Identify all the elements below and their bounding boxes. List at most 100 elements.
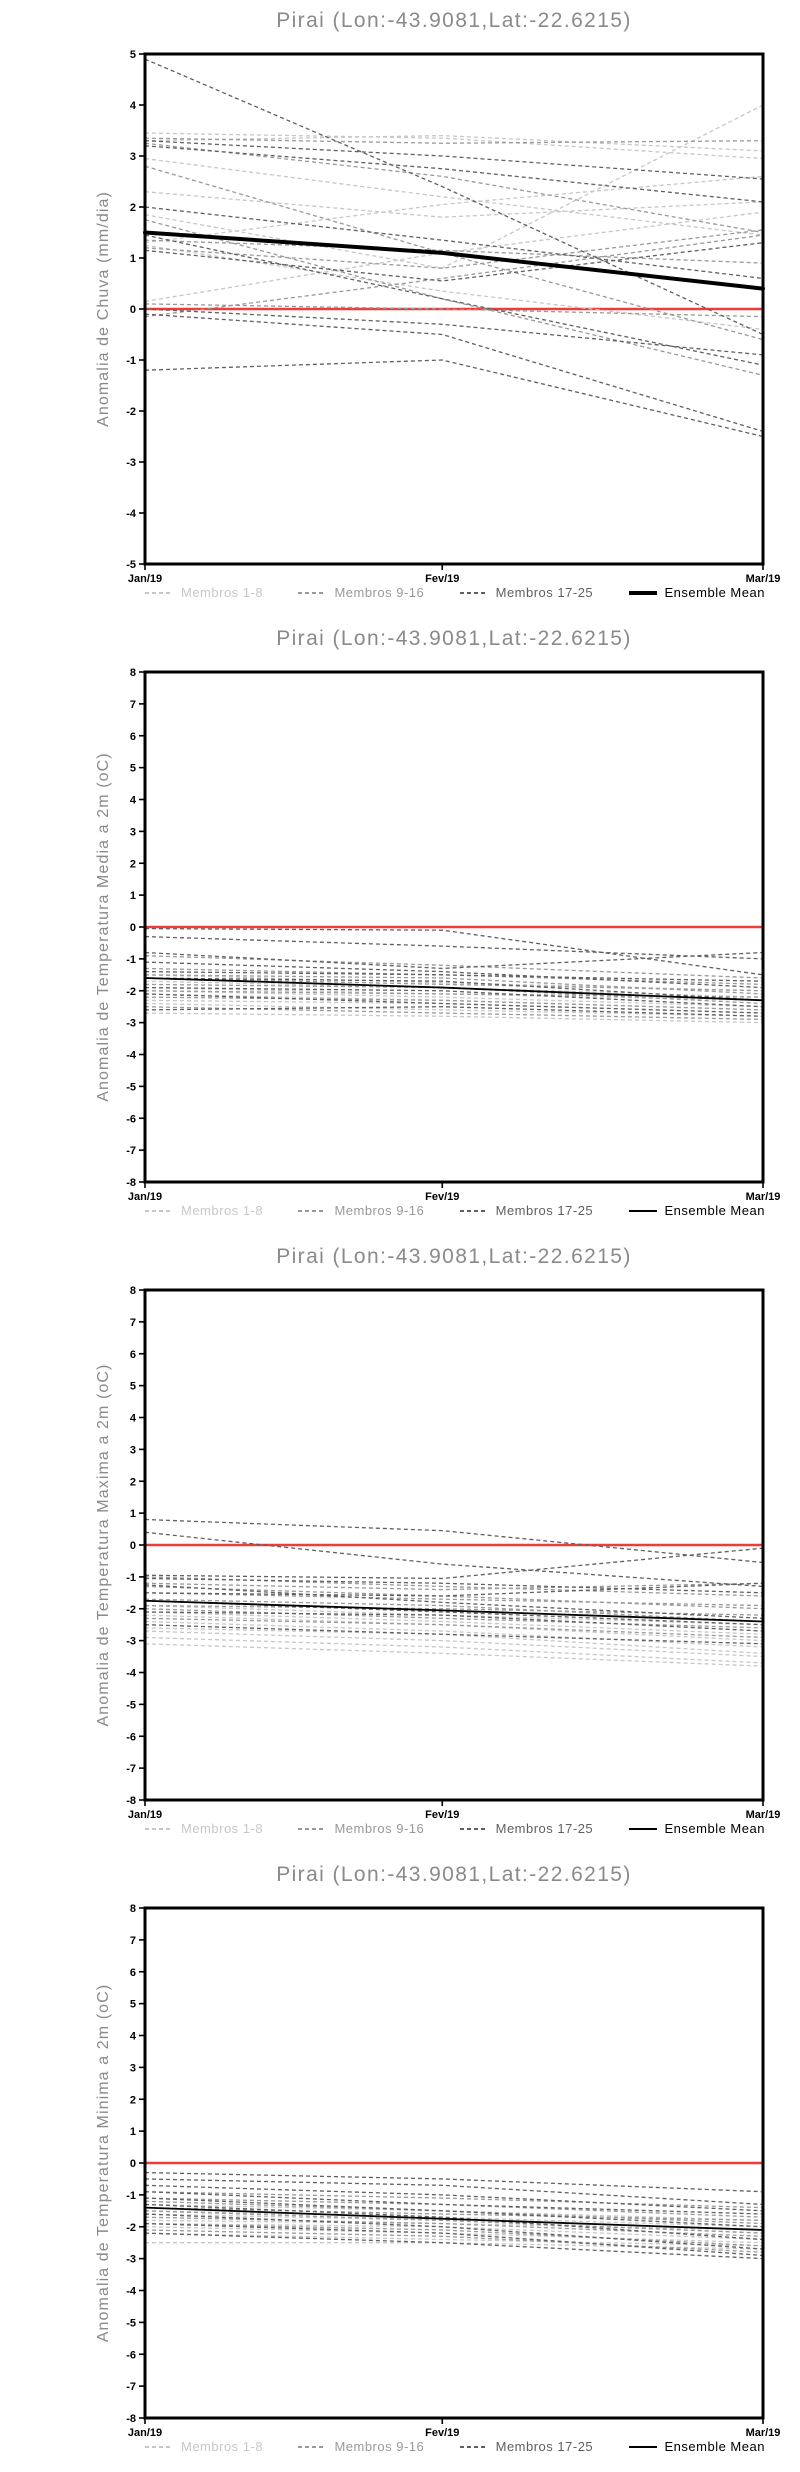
legend-label: Ensemble Mean [664,1821,765,1836]
svg-text:-2: -2 [126,406,136,418]
dashed-line-swatch [459,2445,488,2448]
svg-text:7: 7 [130,1317,136,1329]
svg-text:4: 4 [130,2031,137,2043]
svg-text:6: 6 [130,1349,136,1361]
solid-line-swatch [628,2445,657,2448]
min-temp-anomaly-plot-area: -8 -7 -6 -5 -4 -3 -2 -1 0 1 2 3 4 5 6 7 8 Jan/19 Fev/19 Mar… [126,1903,781,2439]
svg-text:Mar/19: Mar/19 [746,1809,781,1821]
svg-text:3: 3 [130,1444,136,1456]
svg-text:-8: -8 [126,2413,136,2425]
svg-text:4: 4 [130,100,137,112]
legend-label: Ensemble Mean [664,2439,765,2454]
solid-line-swatch [628,1827,657,1830]
max-temp-anomaly-chart-panel: -8 -7 -6 -5 -4 -3 -2 -1 0 1 2 3 4 5 6 7 8 Jan/19 Fev/19 Mar… [0,1236,800,1854]
svg-text:-2: -2 [126,986,136,998]
svg-text:2: 2 [130,1476,136,1488]
legend-item-members-17-25: Membros 17-25 [459,2439,594,2454]
legend-item-members-9-16: Membros 9-16 [298,1821,424,1836]
legend-label: Membros 9-16 [334,2439,425,2454]
legend-label: Membros 1-8 [181,585,264,600]
legend-item-members-1-8: Membros 1-8 [145,2439,263,2454]
svg-text:Mar/19: Mar/19 [746,2427,781,2439]
svg-text:-2: -2 [126,1604,136,1616]
svg-text:Mar/19: Mar/19 [746,573,781,585]
legend-item-members-1-8: Membros 1-8 [145,1821,263,1836]
svg-text:-1: -1 [126,2190,136,2202]
svg-text:8: 8 [130,1285,136,1297]
svg-text:Jan/19: Jan/19 [128,1809,162,1821]
svg-text:5: 5 [130,1999,136,2011]
svg-text:-6: -6 [126,1731,136,1743]
dashed-line-swatch [298,1827,327,1830]
legend-item-members-9-16: Membros 9-16 [298,2439,424,2454]
svg-text:Fev/19: Fev/19 [425,1191,459,1203]
svg-text:0: 0 [130,922,136,934]
y-axis-label: Anomalia de Chuva (mm/dia) [95,191,112,427]
svg-text:-7: -7 [126,1145,136,1157]
legend-item-members-9-16: Membros 9-16 [298,1203,424,1218]
y-axis-label: Anomalia de Temperatura Minima a 2m (oC) [95,1983,112,2343]
y-axis-label: Anomalia de Temperatura Media a 2m (oC) [95,752,112,1102]
legend-label: Membros 1-8 [181,1821,264,1836]
chart-title: Pirai (Lon:-43.9081,Lat:-22.6215) [276,1863,632,1886]
svg-text:1: 1 [130,890,136,902]
legend-label: Membros 9-16 [334,585,425,600]
legend: Membros 1-8 Membros 9-16 Membros 17-25 E… [145,585,765,600]
rain-anomaly-plot-area: -5 -4 -3 -2 -1 0 1 2 3 4 5 Jan/19 Fev/19 Mar/19 [126,49,781,585]
dashed-line-swatch [298,591,327,594]
dashed-line-swatch [145,2445,173,2448]
legend-item-members-17-25: Membros 17-25 [459,1203,594,1218]
dashed-line-swatch [459,1827,488,1830]
legend-item-ensemble-mean: Ensemble Mean [628,585,765,600]
legend-label: Membros 17-25 [495,1203,594,1218]
legend: Membros 1-8 Membros 9-16 Membros 17-25 E… [145,2439,765,2454]
svg-text:0: 0 [130,2158,136,2170]
legend-label: Membros 17-25 [495,2439,594,2454]
svg-text:1: 1 [130,1508,136,1520]
svg-text:5: 5 [130,1381,136,1393]
svg-text:3: 3 [130,826,136,838]
svg-text:Fev/19: Fev/19 [425,2427,459,2439]
legend-label: Ensemble Mean [664,585,765,600]
legend-label: Membros 1-8 [181,2439,264,2454]
chart-title: Pirai (Lon:-43.9081,Lat:-22.6215) [276,1245,632,1268]
svg-text:-3: -3 [126,1636,136,1648]
svg-text:-7: -7 [126,2381,136,2393]
svg-text:6: 6 [130,731,136,743]
legend-label: Membros 9-16 [334,1821,425,1836]
mean-temp-anomaly-chart-panel: -8 -7 -6 -5 -4 -3 -2 -1 0 1 2 3 4 5 6 7 8 Jan/19 Fev/19 Mar… [0,618,800,1236]
dashed-line-swatch [145,1209,173,1212]
chart-title: Pirai (Lon:-43.9081,Lat:-22.6215) [276,9,632,32]
svg-text:1: 1 [130,253,136,265]
svg-text:-4: -4 [126,2286,137,2298]
svg-text:2: 2 [130,202,136,214]
mean-temp-anomaly-plot-area: -8 -7 -6 -5 -4 -3 -2 -1 0 1 2 3 4 5 6 7 8 Jan/19 Fev/19 Mar… [126,667,781,1203]
svg-text:-3: -3 [126,2254,136,2266]
svg-text:-4: -4 [126,1050,137,1062]
svg-text:2: 2 [130,858,136,870]
svg-text:-3: -3 [126,1018,136,1030]
svg-text:0: 0 [130,304,136,316]
legend-label: Membros 9-16 [334,1203,425,1218]
svg-text:-1: -1 [126,954,136,966]
svg-text:Jan/19: Jan/19 [128,1191,162,1203]
dashed-line-swatch [298,1209,327,1212]
dashed-line-swatch [145,1827,173,1830]
legend: Membros 1-8 Membros 9-16 Membros 17-25 E… [145,1203,765,1218]
svg-text:-6: -6 [126,1113,136,1125]
svg-text:-3: -3 [126,457,136,469]
svg-text:3: 3 [130,151,136,163]
svg-text:3: 3 [130,2062,136,2074]
svg-text:Mar/19: Mar/19 [746,1191,781,1203]
legend-item-members-9-16: Membros 9-16 [298,585,424,600]
rain-anomaly-chart-panel: -5 -4 -3 -2 -1 0 1 2 3 4 5 Jan/19 Fev/19 Mar/19 Pirai… [0,0,800,618]
solid-line-swatch [628,590,657,595]
legend-label: Membros 17-25 [495,1821,594,1836]
dashed-line-swatch [298,2445,327,2448]
chart-title: Pirai (Lon:-43.9081,Lat:-22.6215) [276,627,632,650]
svg-text:-2: -2 [126,2222,136,2234]
min-temp-anomaly-chart-panel: -8 -7 -6 -5 -4 -3 -2 -1 0 1 2 3 4 5 6 7 8 Jan/19 Fev/19 Mar… [0,1854,800,2472]
legend-item-members-17-25: Membros 17-25 [459,585,594,600]
legend-item-members-17-25: Membros 17-25 [459,1821,594,1836]
legend-item-ensemble-mean: Ensemble Mean [628,1821,765,1836]
